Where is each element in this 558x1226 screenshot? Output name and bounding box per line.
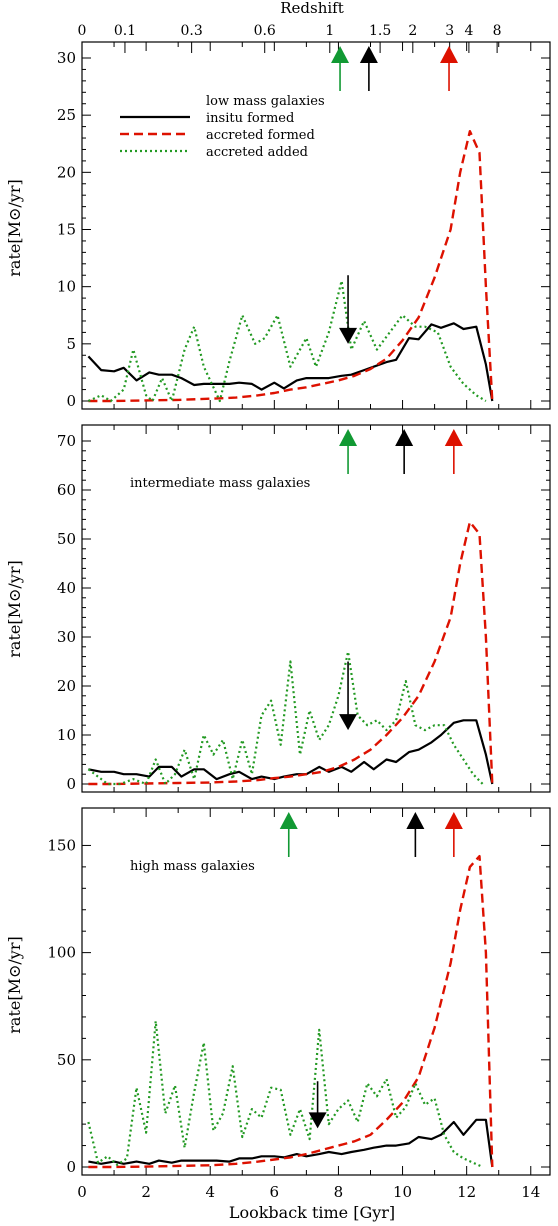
top-axis-label: Redshift <box>280 0 344 17</box>
y-tick-label: 15 <box>57 221 76 239</box>
series-accreted-formed <box>88 129 494 403</box>
series-insitu <box>88 719 494 785</box>
x-tick-label: 4 <box>205 1183 215 1201</box>
x-tick-label: 10 <box>393 1183 412 1201</box>
y-tick-label: 50 <box>57 1051 76 1069</box>
y-tick-label: 10 <box>57 278 76 296</box>
plot-frame <box>81 807 551 1176</box>
y-tick-label: 10 <box>57 726 76 744</box>
series-insitu <box>88 1118 494 1168</box>
series-insitu <box>87 322 494 402</box>
y-tick-label: 40 <box>57 579 76 597</box>
y-tick-label: 20 <box>57 163 76 181</box>
series-group <box>87 520 494 786</box>
plot-frame <box>81 41 551 410</box>
series-accreted-added <box>87 650 484 786</box>
series-accreted-formed <box>88 520 494 786</box>
series-accreted-added <box>87 1020 484 1169</box>
panel-1: 0 0.1 0.3 0.6 1 1.5 2 3 4 8 0 5 10 15 20 25 30 low mass g… <box>57 23 551 410</box>
x-tick-label: 0 <box>77 1183 87 1201</box>
redshift-marker-arrow-black <box>406 812 425 829</box>
x-axis-label: Lookback time [Gyr] <box>229 1203 395 1222</box>
redshift-tick-label: 0.3 <box>180 23 202 39</box>
redshift-marker-arrow-green <box>279 812 298 829</box>
x-tick-label: 8 <box>334 1183 344 1201</box>
median-arrow <box>339 327 358 344</box>
panel-3: 0 2 4 6 8 10 12 14 0 50 100 150 high mass galaxies <box>47 807 551 1201</box>
redshift-tick-label: 1 <box>325 23 334 39</box>
redshift-marker-arrow-red <box>440 46 459 63</box>
legend-label: insitu formed <box>206 111 294 126</box>
panel-2: 0 10 20 30 40 50 60 70 intermediate mass galaxie… <box>57 424 551 793</box>
redshift-marker-arrow-green <box>331 46 350 63</box>
plot-frame <box>81 424 551 793</box>
y-tick-label: 30 <box>57 628 76 646</box>
redshift-tick-label: 2 <box>408 23 417 39</box>
y-axis-label-panel-3: rate[M⊙/yr] <box>5 936 24 1033</box>
median-arrow <box>308 1112 327 1129</box>
panel-title: intermediate mass galaxies <box>130 476 310 491</box>
redshift-tick-label: 3 <box>445 23 454 39</box>
x-tick-label: 6 <box>270 1183 280 1201</box>
y-tick-label: 20 <box>57 677 76 695</box>
y-tick-label: 0 <box>66 392 76 410</box>
y-tick-label: 0 <box>66 1158 76 1176</box>
series-group <box>87 855 494 1169</box>
x-tick-label: 12 <box>457 1183 476 1201</box>
x-tick-label: 2 <box>141 1183 151 1201</box>
legend-label: accreted formed <box>206 128 315 143</box>
redshift-marker-arrow-green <box>339 429 358 446</box>
legend-title: low mass galaxies <box>206 94 325 109</box>
redshift-marker-arrow-red <box>444 812 463 829</box>
y-tick-label: 0 <box>66 775 76 793</box>
series-accreted-formed <box>88 855 494 1169</box>
y-tick-label: 50 <box>57 530 76 548</box>
y-tick-label: 150 <box>47 836 76 854</box>
redshift-marker-arrow-black <box>395 429 414 446</box>
redshift-tick-label: 0.6 <box>254 23 276 39</box>
redshift-tick-label: 1.5 <box>369 23 391 39</box>
y-tick-label: 30 <box>57 49 76 67</box>
redshift-tick-label: 8 <box>493 23 502 39</box>
x-tick-label: 14 <box>521 1183 540 1201</box>
y-axis-label-panel-2: rate[M⊙/yr] <box>5 560 24 657</box>
y-tick-label: 25 <box>57 106 76 124</box>
y-tick-label: 60 <box>57 481 76 499</box>
series-group <box>87 129 494 403</box>
legend: low mass galaxies insitu formed accreted f… <box>120 94 325 160</box>
redshift-tick-label: 4 <box>464 23 473 39</box>
legend-label: accreted added <box>206 145 308 160</box>
y-axis-label-panel-1: rate[M⊙/yr] <box>5 179 24 276</box>
panel-title: high mass galaxies <box>130 859 255 874</box>
redshift-marker-arrow-red <box>444 429 463 446</box>
redshift-tick-label: 0 <box>78 23 87 39</box>
redshift-marker-arrow-black <box>359 46 378 63</box>
redshift-tick-label: 0.1 <box>114 23 136 39</box>
median-arrow <box>339 714 358 731</box>
y-tick-label: 100 <box>47 944 76 962</box>
series-accreted-added <box>87 279 487 403</box>
y-tick-label: 70 <box>57 432 76 450</box>
y-tick-label: 5 <box>66 335 76 353</box>
